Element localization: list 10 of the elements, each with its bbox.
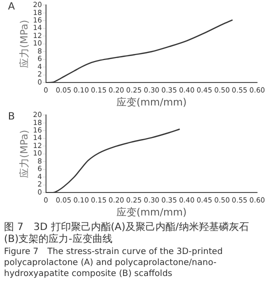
text: B: [8, 112, 15, 123]
caption: 图 7 3D 打印聚己内酯(A)及聚己内酯/纳米羟基磷灰石(B)支架的应力-应变曲线: [4, 222, 250, 246]
x-axis-title: 应变(mm/mm): [116, 96, 187, 109]
line-series: [46, 128, 180, 193]
caption: Figure 7 The stress-strain curve of the 3D-printed polycaprolactone (A) and polycaprolactone/nano-hydroxyapatite composite (B) scaffolds: [4, 247, 224, 280]
y-axis-title: 应力(MPa): [18, 20, 31, 68]
x-axis-title: 应变(mm/mm): [116, 206, 187, 219]
text: A: [8, 2, 15, 13]
y-axis-title: 应力(MPa): [18, 130, 31, 178]
line-series: [46, 19, 234, 83]
